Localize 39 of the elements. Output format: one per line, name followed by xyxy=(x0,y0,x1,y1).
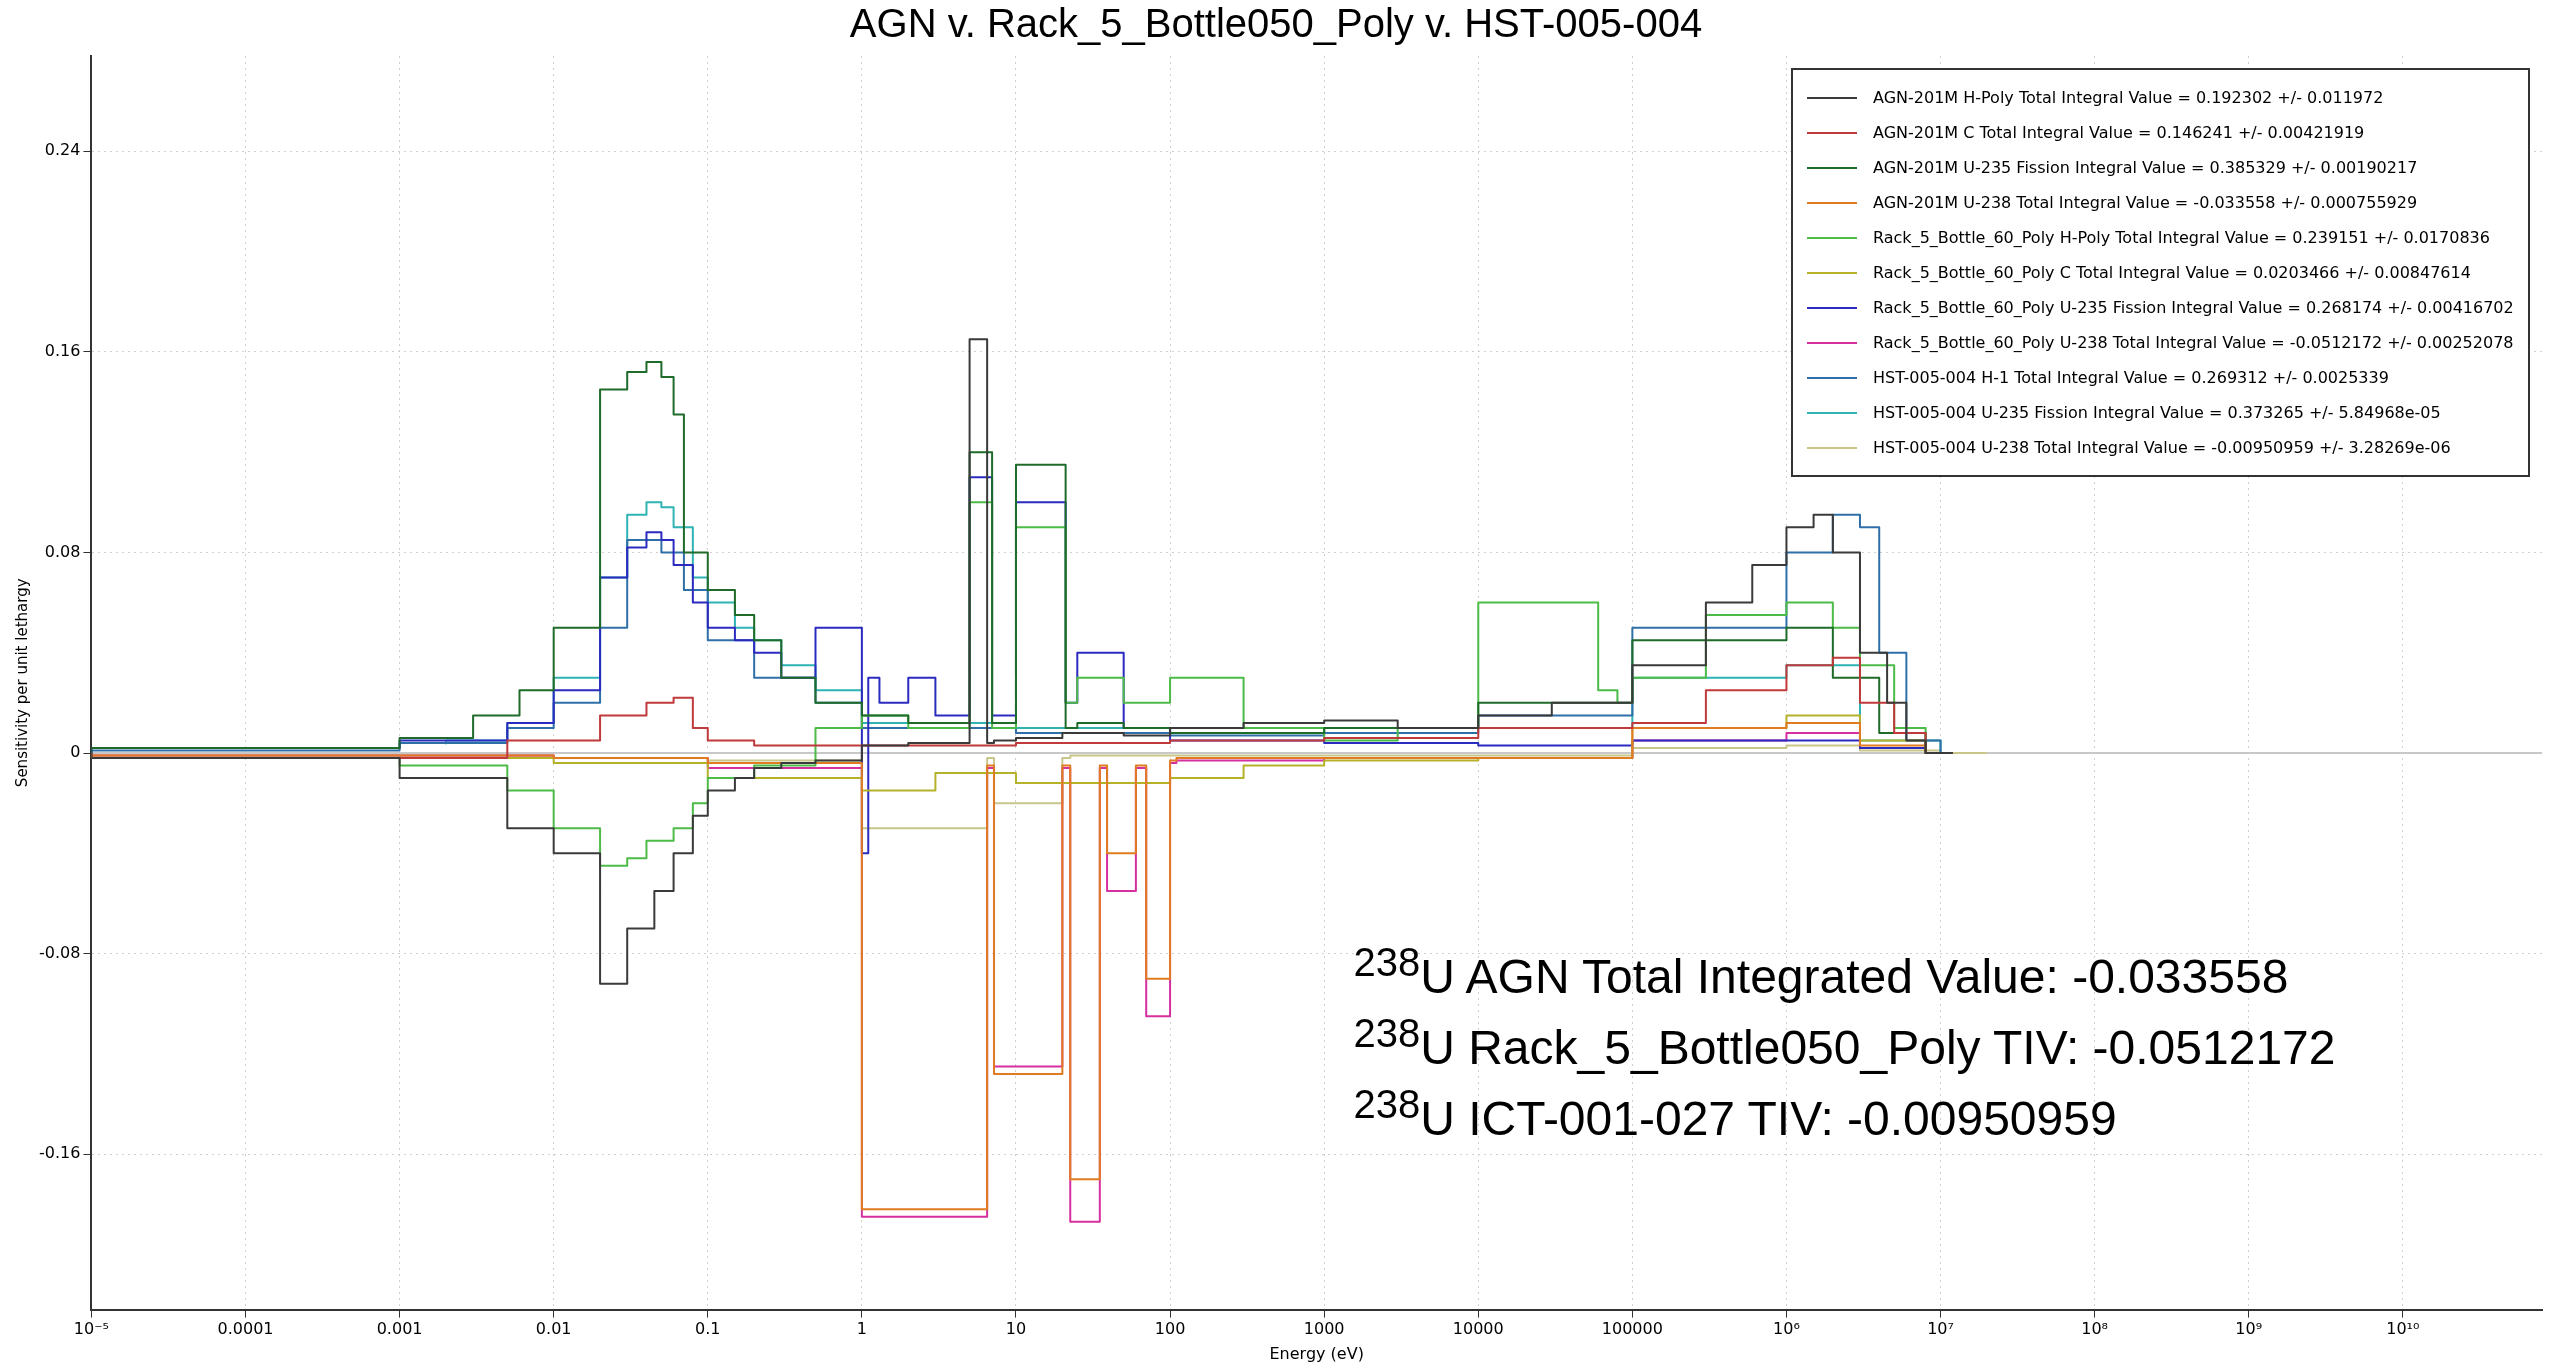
x-tick-label: 100000 xyxy=(1601,1319,1663,1339)
annotation: $^{238}$U Rack_5_Bottle050_Poly TIV: -0.0512172 xyxy=(1353,1009,2336,1076)
x-tick-label: 10⁸ xyxy=(2081,1319,2109,1339)
legend-label: AGN-201M U-238 Total Integral Value = -0.033558 +/- 0.000755929 xyxy=(1873,193,2418,212)
legend-label: AGN-201M U-235 Fission Integral Value = 0.385329 +/- 0.00190217 xyxy=(1873,158,2418,177)
y-tick-label: -0.08 xyxy=(38,942,81,962)
legend-label: Rack_5_Bottle_60_Poly U-235 Fission Integral Value = 0.268174 +/- 0.00416702 xyxy=(1873,298,2514,317)
x-tick-label: 10 xyxy=(1005,1319,1027,1339)
y-tick-label: 0.24 xyxy=(44,140,81,160)
y-axis-title: Sensitivity per unit lethargy xyxy=(12,578,31,788)
x-tick-label: 10⁶ xyxy=(1773,1319,1800,1339)
x-tick-label: 10¹⁰ xyxy=(2386,1319,2420,1339)
legend-label: Rack_5_Bottle_60_Poly H-Poly Total Integral Value = 0.239151 +/- 0.0170836 xyxy=(1873,228,2490,247)
x-tick-label: 100 xyxy=(1154,1319,1186,1339)
y-tick-label: 0.08 xyxy=(44,541,81,561)
chart-title: AGN v. Rack_5_Bottle050_Poly v. HST-005-004 xyxy=(849,1,1703,46)
x-tick-label: 1000 xyxy=(1303,1319,1345,1339)
legend-label: AGN-201M C Total Integral Value = 0.146241 +/- 0.00421919 xyxy=(1873,123,2365,142)
x-tick-label: 0.1 xyxy=(695,1319,721,1339)
x-tick-label: 1 xyxy=(856,1319,867,1339)
legend-label: AGN-201M H-Poly Total Integral Value = 0.192302 +/- 0.011972 xyxy=(1873,88,2384,107)
x-tick-label: 0.01 xyxy=(535,1319,572,1339)
legend-label: HST-005-004 U-238 Total Integral Value = -0.00950959 +/- 3.28269e-06 xyxy=(1873,438,2451,457)
annotation: $^{238}$U ICT-001-027 TIV: -0.00950959 xyxy=(1353,1080,2118,1147)
y-tick-label: -0.16 xyxy=(38,1143,81,1163)
y-tick-label: 0 xyxy=(70,742,81,762)
x-tick-label: 0.0001 xyxy=(217,1319,274,1339)
x-tick-label: 10⁷ xyxy=(1927,1319,1954,1339)
legend-label: HST-005-004 U-235 Fission Integral Value = 0.373265 +/- 5.84968e-05 xyxy=(1873,403,2441,422)
y-tick-label: 0.16 xyxy=(44,341,81,361)
x-axis-title: Energy (eV) xyxy=(1269,1343,1364,1363)
legend-label: Rack_5_Bottle_60_Poly U-238 Total Integral Value = -0.0512172 +/- 0.00252078 xyxy=(1873,333,2514,352)
x-tick-label: 10000 xyxy=(1452,1319,1504,1339)
x-tick-label: 10⁻⁵ xyxy=(73,1319,110,1339)
x-tick-label: 0.001 xyxy=(376,1319,423,1339)
x-tick-label: 10⁹ xyxy=(2235,1319,2263,1339)
annotation: $^{238}$U AGN Total Integrated Value: -0.033558 xyxy=(1353,938,2290,1005)
legend-label: HST-005-004 H-1 Total Integral Value = 0.269312 +/- 0.0025339 xyxy=(1873,368,2389,387)
legend-label: Rack_5_Bottle_60_Poly C Total Integral Value = 0.0203466 +/- 0.00847614 xyxy=(1873,263,2471,282)
